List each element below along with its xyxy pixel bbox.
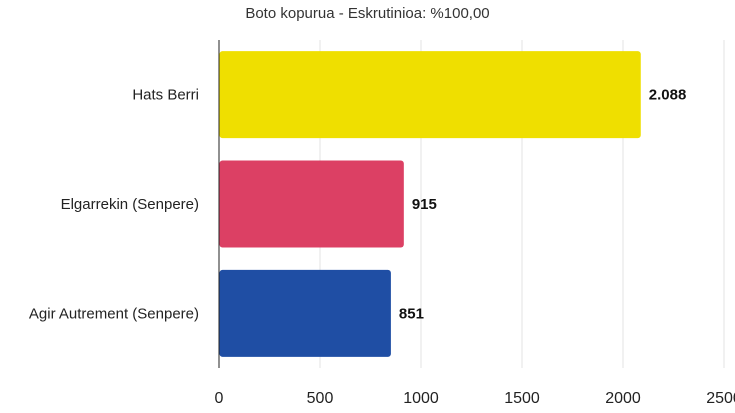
bar — [219, 51, 641, 139]
value-label: 851 — [399, 305, 424, 322]
bar — [219, 160, 404, 248]
x-tick-label: 0 — [215, 390, 224, 407]
labels: 0 500 1000 1500 2000 2500 Hats Berri 2.088 Elgar… — [29, 87, 735, 407]
x-tick-label: 2500 — [706, 390, 735, 407]
bars — [219, 51, 641, 357]
x-tick-label: 1000 — [403, 390, 439, 407]
value-label: 2.088 — [649, 87, 687, 104]
category-label: Hats Berri — [132, 87, 199, 104]
value-label: 915 — [412, 196, 437, 213]
x-tick-label: 500 — [307, 390, 334, 407]
chart-title: Boto kopurua - Eskrutinioa: %100,00 — [245, 5, 490, 22]
x-tick-label: 2000 — [605, 390, 641, 407]
x-tick-label: 1500 — [504, 390, 540, 407]
bar — [219, 269, 391, 357]
category-label: Elgarrekin (Senpere) — [61, 196, 199, 213]
category-label: Agir Autrement (Senpere) — [29, 305, 199, 322]
